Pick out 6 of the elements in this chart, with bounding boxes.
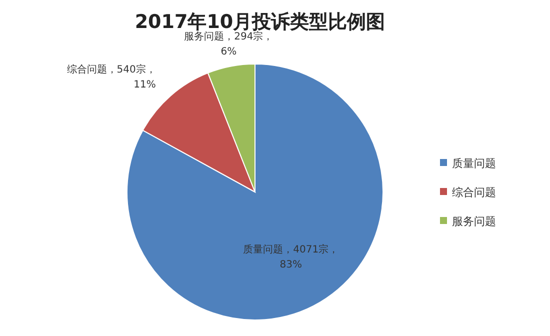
data-label: 综合问题，540宗， 11% — [66, 63, 156, 90]
legend-label: 质量问题 — [452, 157, 496, 170]
legend-label: 服务问题 — [452, 215, 496, 228]
legend-label: 综合问题 — [452, 186, 496, 199]
data-label: 质量问题，4071宗， 83% — [243, 244, 339, 271]
data-label: 服务问题，294宗， 6% — [184, 30, 274, 58]
